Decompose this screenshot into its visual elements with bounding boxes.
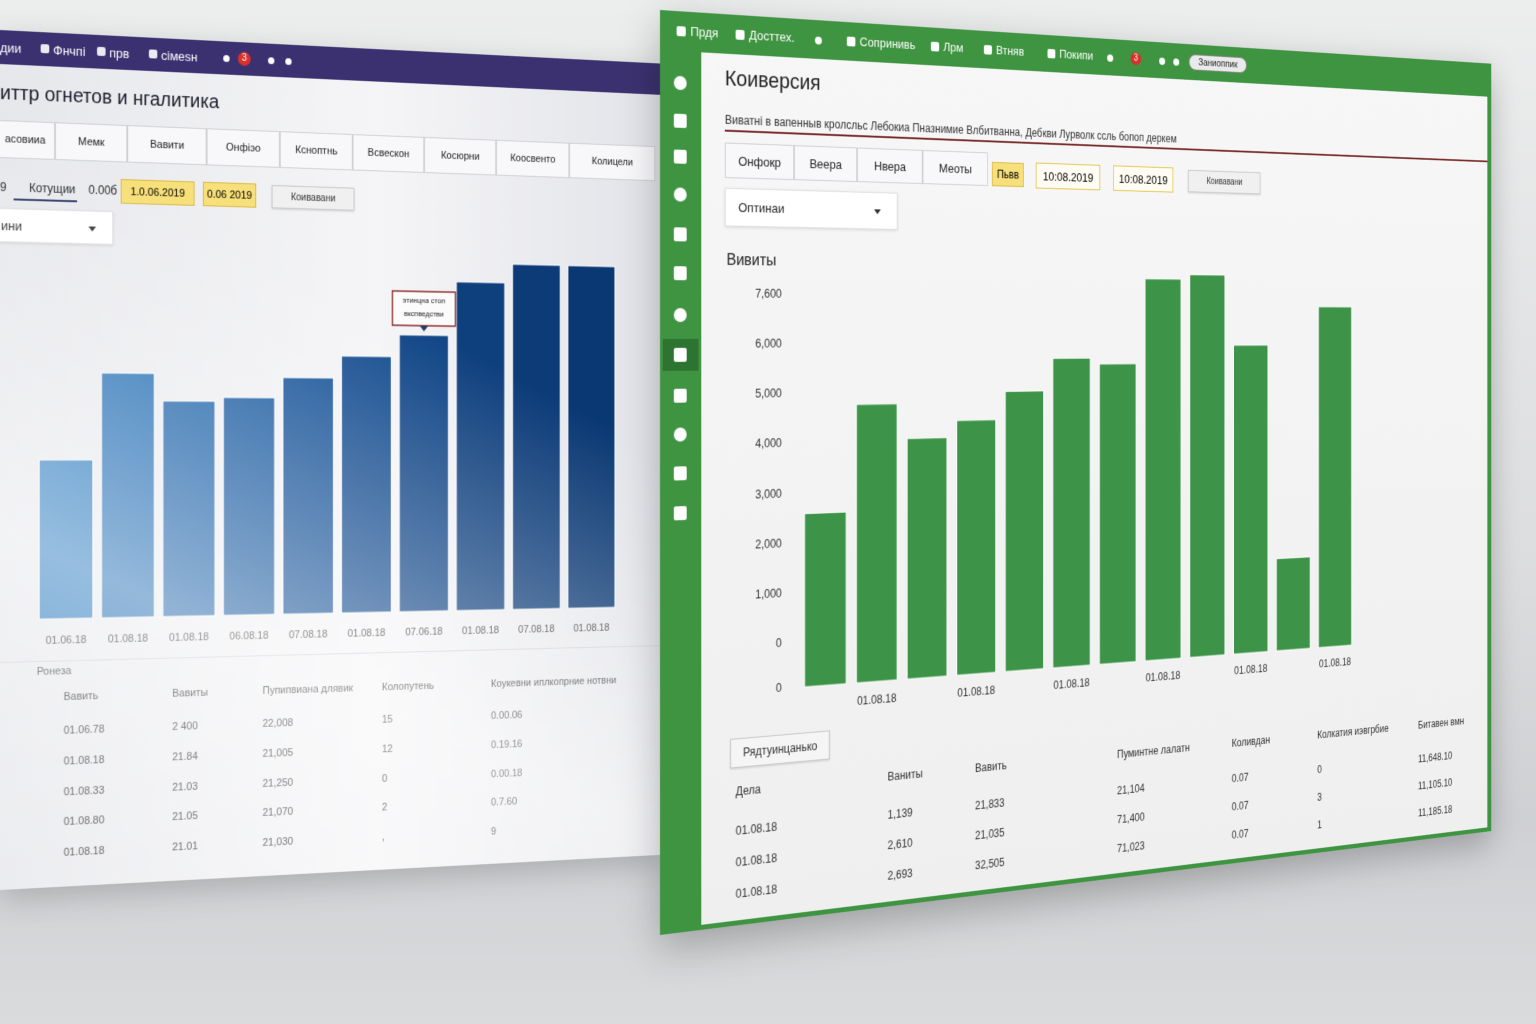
table-cell: 0.00.18: [490, 767, 523, 781]
y-tick-label: 1,000: [755, 588, 782, 602]
analytics-window-left: дии Фнчпі прв сімеsн 3 иттр огнетов и нгали…: [0, 30, 662, 890]
table-cell: 3: [1317, 790, 1322, 804]
table-header: Дела: [735, 782, 761, 799]
table-cell: 01.08.33: [63, 784, 105, 799]
table-cell: 2,610: [887, 836, 913, 853]
table-header: Колопутень: [381, 680, 434, 694]
bar: [1190, 275, 1225, 658]
x-tick-label: 01.08.18: [1234, 664, 1267, 678]
table-cell: 0.07: [1231, 798, 1249, 814]
bar: [163, 401, 215, 617]
y-tick-label: 2,000: [755, 538, 782, 551]
x-tick-label: 01.08.18: [169, 631, 209, 644]
x-tick-label: 01.06.18: [46, 634, 87, 647]
table-header: Вавиты: [172, 686, 208, 700]
table-cell: 2 400: [172, 720, 198, 733]
table-cell: 0.7.60: [490, 795, 518, 809]
tooltip-text: этинцна стоп: [403, 296, 445, 305]
table-cell: 0.19.16: [490, 738, 523, 751]
table-cell: 21.05: [172, 810, 198, 824]
table-cell: 21.01: [172, 840, 198, 854]
table-cell: 0: [381, 773, 388, 785]
chart-title: Вивиты: [727, 252, 777, 270]
x-tick-label: 01.08.18: [957, 685, 995, 700]
table-cell: 2: [381, 801, 388, 814]
table-cell: 15: [381, 713, 393, 726]
chart: Вивиты 7,600 6,000 5,000 4,000 3,000 2,000 1,00…: [727, 252, 1491, 708]
y-tick-label: 0: [776, 683, 782, 696]
table-cell: 1: [1317, 818, 1322, 832]
table-cell: 21,005: [262, 747, 294, 760]
x-tick-label: 07.08.18: [518, 623, 554, 635]
x-tick-label: 01.08.18: [1053, 678, 1089, 692]
table-cell: 12: [381, 743, 393, 756]
table-cell: 01.08.80: [63, 814, 105, 829]
table-cell: 0: [1317, 763, 1322, 776]
bar: [1053, 358, 1090, 668]
table-cell: 21.03: [172, 780, 198, 794]
bar: [223, 397, 274, 615]
tooltip-pointer: [419, 325, 429, 332]
bar: [456, 282, 504, 611]
table-cell: 1,139: [887, 805, 913, 822]
table-caption: Ронеза: [36, 665, 72, 678]
bar: [513, 264, 561, 609]
table-cell: 0.00.06: [490, 709, 523, 722]
bar: [399, 335, 448, 612]
bar: [1005, 391, 1043, 672]
bar: [568, 266, 615, 609]
bar: [856, 404, 897, 683]
table-header: Вавить: [63, 690, 99, 704]
bar: [1099, 364, 1136, 665]
x-tick-label: 01.08.18: [1319, 657, 1351, 670]
table-cell: 0.07: [1231, 827, 1249, 842]
x-tick-label: 07.06.18: [405, 626, 442, 638]
bar: [342, 356, 392, 613]
table-cell: 21,250: [262, 776, 294, 790]
table-cell: 01.08.18: [63, 754, 105, 768]
table-cell: 01.06.78: [63, 723, 105, 737]
table-cell: 0.07: [1231, 770, 1249, 785]
table-cell: 01.08.18: [63, 844, 105, 859]
bar: [805, 512, 847, 687]
x-tick-label: 01.08.18: [573, 622, 609, 634]
bar: [1319, 307, 1352, 648]
bar: [102, 373, 155, 618]
bar: [1234, 345, 1268, 654]
table-cell: 21.84: [172, 750, 198, 764]
y-tick-label: 6,000: [755, 338, 782, 350]
bar: [907, 438, 947, 679]
x-tick-label: 01.08.18: [108, 632, 148, 645]
x-tick-label: 01.08.18: [347, 627, 385, 640]
conversion-window-right: Прдя Досттех. Сопринивь Лрм Втняв Покипи 3 За…: [660, 10, 1492, 935]
x-tick-label: 01.08.18: [1146, 671, 1181, 685]
y-tick-label: 7,600: [755, 288, 782, 300]
bar: [1145, 279, 1181, 661]
table-cell: 21,030: [262, 835, 294, 849]
bar: [957, 420, 996, 676]
y-tick-label: 4,000: [755, 438, 782, 451]
y-tick-label: 5,000: [755, 388, 782, 401]
table-cell: ,: [381, 831, 385, 843]
table-cell: 22,008: [262, 717, 294, 730]
tooltip-text: вкспведстви: [404, 309, 444, 318]
x-tick-label: 07.08.18: [289, 628, 328, 641]
bar: [39, 460, 93, 619]
table-cell: 21,070: [262, 805, 294, 819]
y-tick-label: 3,000: [755, 488, 782, 501]
x-tick-label: 06.08.18: [229, 630, 268, 643]
y-tick-label: 0: [776, 638, 782, 651]
x-tick-label: 01.08.18: [857, 693, 896, 708]
bar: [1276, 557, 1310, 651]
bar: [283, 378, 334, 615]
x-tick-label: 01.08.18: [462, 625, 499, 637]
table-cell: 9: [490, 825, 497, 838]
